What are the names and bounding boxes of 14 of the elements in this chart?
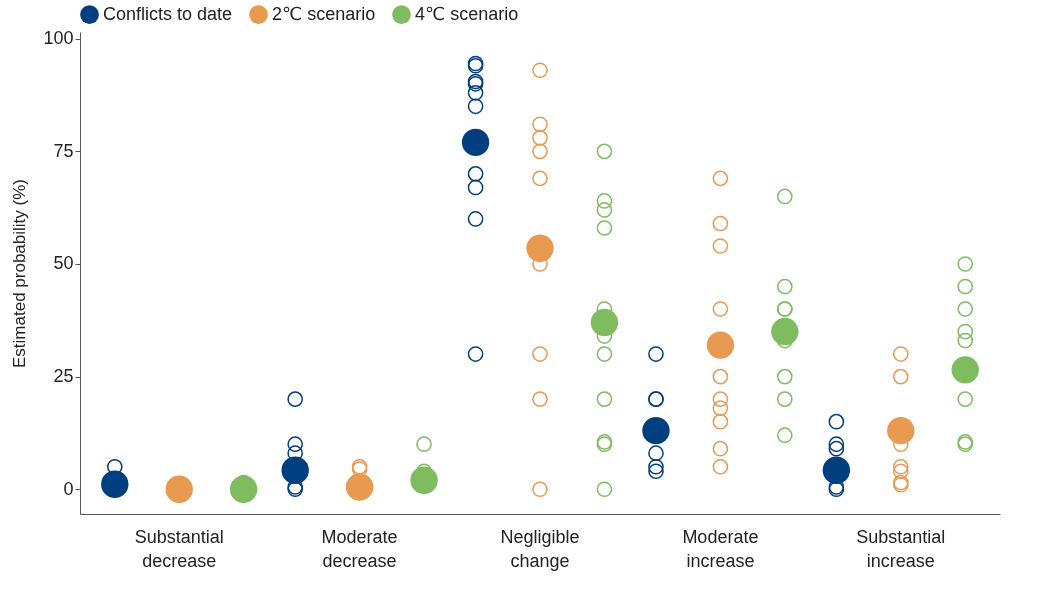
x-tick-label: Negligible change xyxy=(500,526,580,571)
y-tick-label: 50 xyxy=(53,253,74,274)
x-tick-label: Moderate increase xyxy=(682,526,759,571)
x-tick-label: Moderate decrease xyxy=(321,526,398,571)
y-tick-label: 75 xyxy=(53,140,74,161)
y-tick-label: 25 xyxy=(53,366,74,387)
legend-label: 4℃ scenario xyxy=(415,3,519,24)
y-tick-label: 100 xyxy=(43,28,74,49)
legend-label: Conflicts to date xyxy=(103,3,233,24)
x-tick-label: Substantial decrease xyxy=(134,526,224,571)
y-axis-title: Estimated probability (%) xyxy=(10,179,30,368)
legend-label: 2℃ scenario xyxy=(272,3,376,24)
y-tick-label: 0 xyxy=(63,478,74,499)
x-tick-label: Substantial increase xyxy=(856,526,946,571)
